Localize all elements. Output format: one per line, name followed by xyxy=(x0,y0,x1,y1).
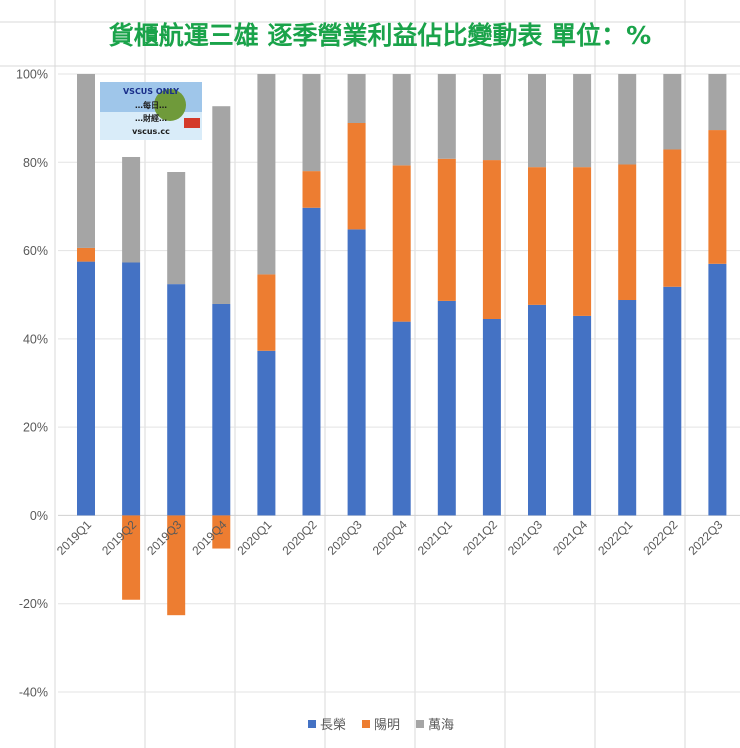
bar-segment xyxy=(212,515,231,549)
bar-segment xyxy=(167,284,186,516)
bar-segment xyxy=(437,74,456,159)
bar-segment xyxy=(708,130,727,264)
watermark-text: …財經… xyxy=(135,113,167,123)
y-tick-label: 60% xyxy=(23,244,48,258)
bar-segment xyxy=(302,171,321,208)
legend-label: 陽明 xyxy=(374,718,400,733)
bar-segment xyxy=(257,274,276,351)
bar-segment xyxy=(663,149,682,287)
bar-segment xyxy=(212,106,231,304)
bar-segment xyxy=(573,74,592,168)
bar-segment xyxy=(573,315,592,516)
bar-segment xyxy=(437,300,456,516)
legend-label: 萬海 xyxy=(428,718,454,733)
bar-segment xyxy=(77,247,95,262)
bar-segment xyxy=(77,261,95,516)
legend-label: 長榮 xyxy=(320,718,346,733)
bar-segment xyxy=(347,229,366,516)
bar-segment xyxy=(347,74,366,123)
bar-segment xyxy=(618,300,637,516)
bar-segment xyxy=(618,74,637,165)
bar-segment xyxy=(392,74,411,166)
bar-segment xyxy=(482,318,501,516)
bar-segment xyxy=(392,321,411,516)
bar-segment xyxy=(257,74,276,275)
watermark-text: VSCUS ONLY xyxy=(123,87,179,96)
bar-segment xyxy=(167,172,186,285)
watermark-badge xyxy=(184,118,200,128)
bar-segment xyxy=(437,158,456,301)
legend-swatch xyxy=(362,720,370,728)
watermark-text: vscus.cc xyxy=(132,127,170,136)
bar-segment xyxy=(347,123,366,230)
legend-swatch xyxy=(308,720,316,728)
bar-segment xyxy=(708,74,727,131)
watermark-figure xyxy=(154,89,186,121)
bar-segment xyxy=(528,74,546,168)
bar-segment xyxy=(257,350,276,516)
bar-segment xyxy=(618,164,637,301)
legend: 長榮 陽明 萬海 xyxy=(308,718,454,733)
bar-segment xyxy=(482,160,501,319)
bar-segment xyxy=(392,165,411,322)
y-tick-label: -20% xyxy=(19,597,48,611)
bar-segment xyxy=(212,303,231,516)
bar-segment xyxy=(573,167,592,316)
bar-segment xyxy=(663,286,682,516)
legend-swatch xyxy=(416,720,424,728)
y-tick-label: 20% xyxy=(23,421,48,435)
y-tick-label: 40% xyxy=(23,332,48,346)
y-axis-ticks: 100% 80% 60% 40% 20% 0% -20% -40% xyxy=(16,68,48,700)
y-tick-label: 80% xyxy=(23,156,48,170)
chart-title: 貨櫃航運三雄 逐季營業利益佔比變動表 單位：% xyxy=(109,21,651,50)
watermark-image: VSCUS ONLY …每日… …財經… vscus.cc xyxy=(100,82,202,140)
bar-segment xyxy=(482,74,501,161)
bar-segment xyxy=(122,262,141,516)
bar-segment xyxy=(167,515,186,616)
y-tick-label: -40% xyxy=(19,686,48,700)
bar-segment xyxy=(302,207,321,516)
y-tick-label: 100% xyxy=(16,68,48,82)
bar-segment xyxy=(528,167,546,305)
bar-segment xyxy=(708,263,727,516)
bar-segment xyxy=(122,156,141,263)
bar-segment xyxy=(302,74,321,172)
watermark-text: …每日… xyxy=(135,100,167,110)
y-tick-label: 0% xyxy=(30,509,48,523)
bar-segment xyxy=(122,515,141,600)
bar-segment xyxy=(663,74,682,150)
bar-segment xyxy=(77,74,95,248)
bars xyxy=(77,74,727,616)
bar-segment xyxy=(528,304,546,516)
